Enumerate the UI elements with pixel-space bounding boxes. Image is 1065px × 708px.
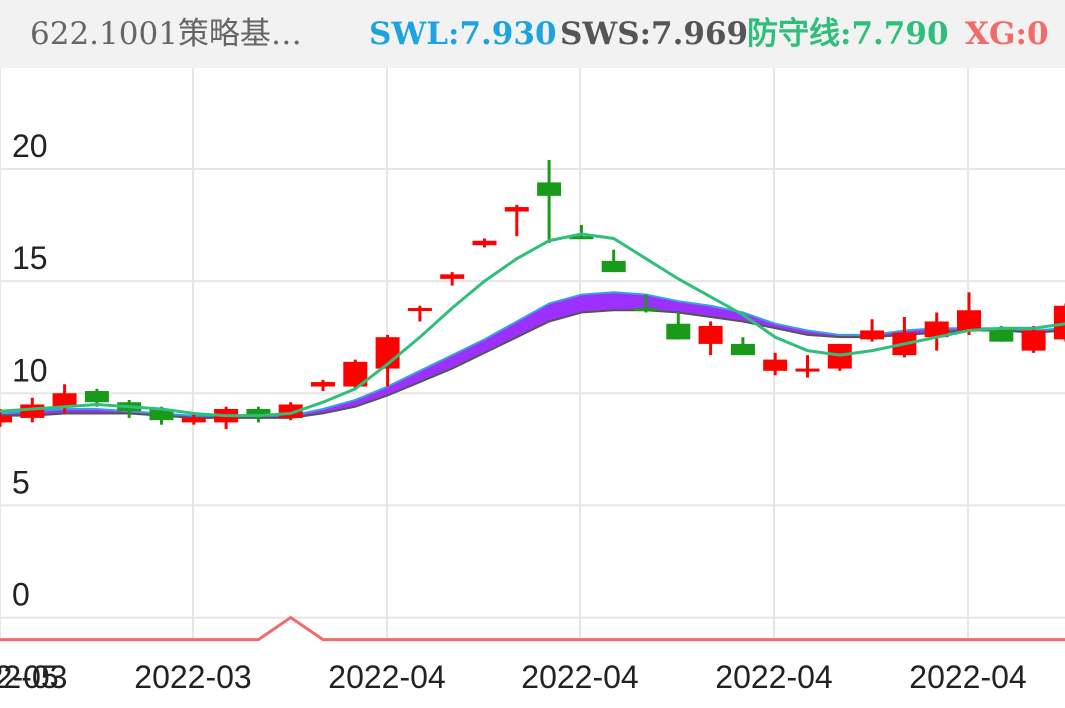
x-tick-label: 2022-03 bbox=[134, 659, 251, 695]
candle bbox=[795, 355, 820, 378]
chart-grid bbox=[0, 68, 1065, 640]
candle bbox=[52, 384, 77, 414]
x-tick-label: 2022-03 bbox=[0, 659, 67, 695]
y-tick-label: 15 bbox=[12, 240, 48, 276]
candle-body bbox=[407, 308, 432, 312]
candle bbox=[1053, 303, 1065, 342]
sws-line bbox=[0, 309, 1065, 419]
candle bbox=[440, 272, 465, 286]
candle-body bbox=[52, 393, 77, 407]
x-tick-label: 2022-04 bbox=[909, 659, 1026, 695]
candle-body bbox=[730, 343, 755, 356]
candle-body bbox=[1021, 330, 1046, 351]
candle bbox=[504, 204, 529, 237]
candle bbox=[0, 408, 12, 427]
candle bbox=[860, 319, 885, 342]
candle-body bbox=[181, 417, 206, 423]
candle-body bbox=[634, 308, 658, 312]
candle-body bbox=[472, 240, 497, 246]
sws-value: SWS:7.969 bbox=[560, 16, 749, 52]
candle-body bbox=[666, 323, 691, 340]
defense-line bbox=[0, 232, 1065, 418]
defense-line-value: 防守线:7.790 bbox=[747, 16, 949, 52]
candle bbox=[569, 225, 594, 240]
candle-body bbox=[569, 236, 594, 240]
candle-body bbox=[440, 274, 465, 279]
candle-body bbox=[504, 207, 529, 212]
candle-body bbox=[1053, 305, 1065, 340]
candle bbox=[1021, 325, 1046, 353]
candle bbox=[472, 238, 497, 248]
y-tick-label: 0 bbox=[12, 577, 30, 613]
indicator-lines bbox=[0, 232, 1065, 642]
candle-body bbox=[20, 404, 45, 418]
candle-body bbox=[924, 321, 949, 338]
candle bbox=[730, 337, 755, 356]
candle bbox=[537, 159, 562, 243]
candle-body bbox=[860, 330, 885, 340]
candle bbox=[375, 334, 400, 387]
xg-value: XG:0 bbox=[965, 16, 1049, 52]
candle bbox=[117, 399, 142, 418]
swl-sws-band bbox=[0, 291, 1065, 419]
candle bbox=[181, 413, 206, 425]
candle-body bbox=[311, 382, 335, 387]
candle-body bbox=[149, 408, 174, 421]
y-axis-labels: 0 5 10 15 20 bbox=[12, 128, 48, 613]
x-tick-label: 2022-04 bbox=[521, 659, 638, 695]
candle bbox=[343, 359, 368, 389]
candle-body bbox=[246, 408, 271, 416]
candle-body bbox=[537, 182, 562, 196]
y-tick-label: 10 bbox=[12, 352, 48, 388]
candle bbox=[763, 352, 788, 376]
xg-line bbox=[0, 615, 1065, 642]
y-tick-label: 20 bbox=[12, 128, 48, 164]
candle bbox=[698, 321, 723, 356]
y-tick-label: 5 bbox=[12, 464, 30, 500]
candle-body bbox=[989, 328, 1014, 342]
x-tick-label: 2022-04 bbox=[328, 659, 445, 695]
candle bbox=[601, 249, 626, 273]
swl-value: SWL:7.930 bbox=[369, 16, 557, 52]
candle-body bbox=[698, 325, 723, 344]
candle bbox=[634, 294, 658, 313]
x-axis-labels: 2022-03 2022-03 2022-04 2022-04 2022-04 2022-… bbox=[0, 659, 1027, 695]
candle bbox=[666, 312, 691, 340]
candle-body bbox=[0, 415, 12, 423]
x-tick-label: 2022-04 bbox=[715, 659, 832, 695]
candle-body bbox=[601, 260, 626, 273]
candle bbox=[924, 312, 949, 351]
candle bbox=[214, 406, 239, 430]
candle bbox=[827, 343, 852, 371]
candle-body bbox=[795, 368, 820, 372]
candle-body bbox=[84, 391, 109, 403]
band-area bbox=[0, 292, 1065, 418]
candle bbox=[407, 305, 432, 322]
indicator-title: 622.1001策略基… bbox=[30, 16, 302, 52]
candle-body bbox=[763, 359, 788, 371]
candle bbox=[311, 379, 335, 392]
swl-line bbox=[0, 291, 1065, 417]
chart-header: 622.1001策略基… SWL:7.930 SWS:7.969 防守线:7.7… bbox=[0, 0, 1065, 68]
candle-body bbox=[957, 310, 981, 331]
x-tick-label: 2022-05 bbox=[0, 659, 59, 695]
candle bbox=[957, 292, 981, 335]
candles bbox=[0, 159, 1065, 430]
candle bbox=[892, 316, 917, 358]
